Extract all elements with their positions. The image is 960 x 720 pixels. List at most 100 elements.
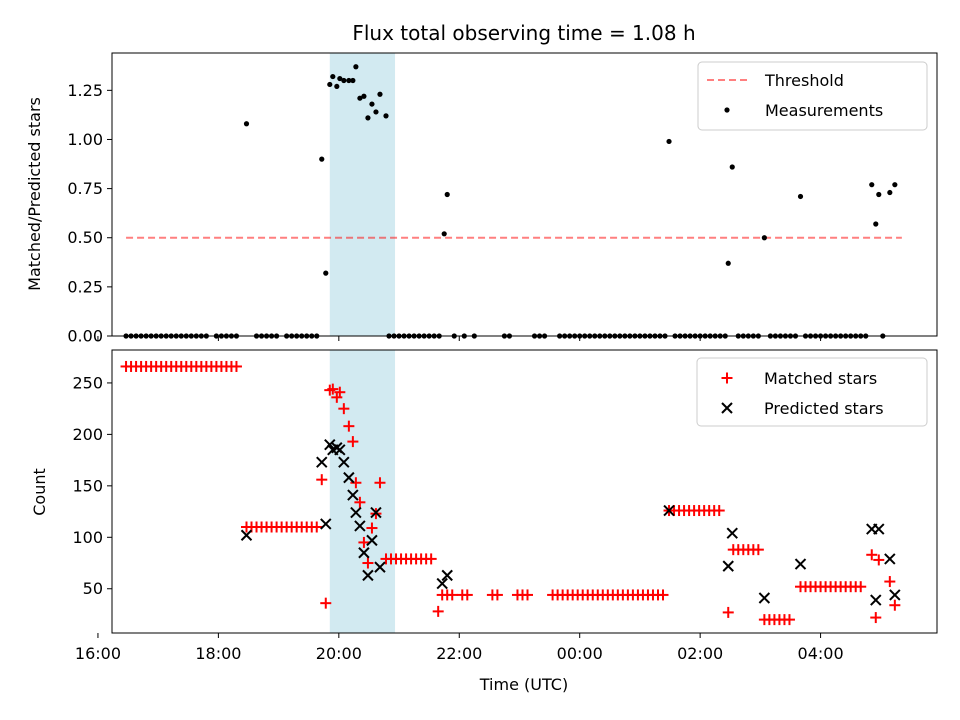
measurement-point — [346, 77, 352, 84]
matched-star-marker — [343, 420, 355, 432]
predicted-marker-b — [316, 456, 328, 468]
legend-predicted-label: Predicted stars — [764, 399, 884, 418]
matched-star-marker — [657, 589, 669, 601]
bottom-legend: Matched stars Predicted stars — [696, 357, 928, 427]
matched-star-marker — [358, 536, 370, 548]
predicted-marker-b — [870, 594, 882, 606]
predicted-marker-b — [726, 527, 738, 539]
legend-measurements-label: Measurements — [765, 101, 883, 120]
top-x-ticks — [97, 336, 822, 341]
matched-star-marker — [347, 436, 359, 448]
legend-matched-swatch — [721, 372, 733, 384]
y-tick-label: 50 — [83, 579, 103, 598]
bottom-panel: 50 100 150 200 250 16:00 18:00 20:00 22:00 00:00… — [30, 349, 938, 694]
measurement-point — [887, 189, 893, 196]
matched-star-marker — [366, 522, 378, 534]
predicted-marker-b — [343, 471, 355, 484]
x-tick-label: 16:00 — [75, 644, 121, 663]
matched-star-marker — [722, 606, 734, 618]
predicted-marker-b — [794, 558, 807, 570]
measurement-point — [761, 235, 767, 241]
top-y-axis-label: Matched/Predicted stars — [25, 97, 44, 291]
measurement-point — [357, 95, 363, 101]
matched-star-marker — [425, 553, 437, 565]
predicted-star-marker — [343, 471, 355, 484]
matched-star-marker — [327, 383, 339, 395]
predicted-star-marker — [873, 523, 885, 535]
bottom-y-axis-label: Count — [30, 468, 49, 516]
predicted-star-marker — [366, 534, 378, 547]
matched-star-marker — [713, 505, 725, 517]
x-tick-label: 04:00 — [798, 644, 844, 663]
predicted-star-marker — [889, 589, 901, 601]
measurement-point — [666, 138, 672, 145]
measurement-point — [729, 164, 735, 170]
measurement-point — [330, 73, 336, 80]
predicted-marker-b — [320, 518, 332, 530]
matched-star-marker — [446, 589, 458, 601]
predicted-star-marker — [794, 558, 807, 570]
measurement-point — [350, 77, 356, 84]
legend-predicted-swatch — [721, 402, 733, 414]
x-tick-label: 22:00 — [436, 644, 482, 663]
matched-star-marker — [522, 589, 534, 601]
legend-matched-label: Matched stars — [764, 369, 877, 388]
measurement-point — [353, 64, 359, 70]
predicted-star-marker — [358, 547, 370, 559]
x-tick-label: 20:00 — [316, 644, 362, 663]
predicted-star-marker — [436, 577, 448, 590]
predicted-marker-b — [370, 506, 382, 519]
matched-star-marker — [873, 554, 885, 566]
measurement-point — [369, 101, 375, 107]
y-tick-label: 1.25 — [67, 81, 103, 100]
predicted-star-marker — [441, 569, 453, 582]
legend-measurements-swatch — [724, 107, 730, 113]
predicted-marker-b — [350, 506, 362, 519]
predicted-marker-b — [338, 456, 350, 468]
predicted-star-marker — [334, 444, 346, 456]
matched-star-marker — [350, 477, 362, 489]
measurement-point — [892, 182, 898, 188]
y-tick-label: 0.50 — [67, 228, 103, 247]
shaded-span — [329, 53, 396, 336]
measurement-point — [725, 260, 731, 266]
predicted-marker-b — [722, 560, 734, 572]
matched-star-marker — [783, 614, 795, 626]
predicted-marker-b — [436, 577, 448, 590]
predicted-star-marker — [722, 560, 734, 572]
bottom-legend-box — [696, 357, 928, 427]
bottom-x-ticks: 16:00 18:00 20:00 22:00 00:00 02:00 04:00 — [75, 633, 844, 663]
predicted-marker-b — [758, 592, 771, 604]
legend-threshold-label: Threshold — [764, 71, 844, 90]
measurement-point — [337, 75, 343, 82]
predicted-star-marker — [347, 489, 359, 501]
y-tick-label: 1.00 — [67, 130, 103, 149]
predicted-star-marker — [362, 569, 374, 582]
bottom-plot-frame — [111, 349, 938, 634]
predicted-marker-b — [889, 589, 901, 601]
matched-star-marker — [866, 549, 878, 561]
matched-star-marker — [374, 477, 386, 489]
matched-star-marker — [316, 474, 328, 486]
predicted-stars-points — [240, 438, 901, 606]
predicted-star-marker — [320, 518, 332, 530]
top-panel: Flux total observing time = 1.08 h 0.000… — [25, 21, 938, 346]
predicted-star-marker — [240, 529, 253, 541]
top-legend: Threshold Measurements — [697, 61, 928, 131]
matched-star-marker — [870, 612, 882, 624]
top-y-ticks: 0.00 0.25 0.50 0.75 1.00 1.25 — [67, 81, 112, 346]
y-tick-label: 0.75 — [67, 179, 103, 198]
measurement-point — [869, 182, 875, 188]
measurement-point — [377, 91, 383, 97]
measurement-point — [444, 191, 450, 198]
predicted-marker-b — [334, 444, 346, 456]
measurement-point — [373, 109, 379, 115]
predicted-star-marker — [884, 553, 896, 565]
predicted-star-marker — [338, 456, 350, 468]
measurement-point — [365, 115, 371, 121]
y-tick-label: 150 — [72, 476, 103, 495]
measurement-point — [327, 81, 333, 88]
matched-star-marker — [889, 599, 901, 611]
predicted-star-marker — [663, 504, 675, 517]
